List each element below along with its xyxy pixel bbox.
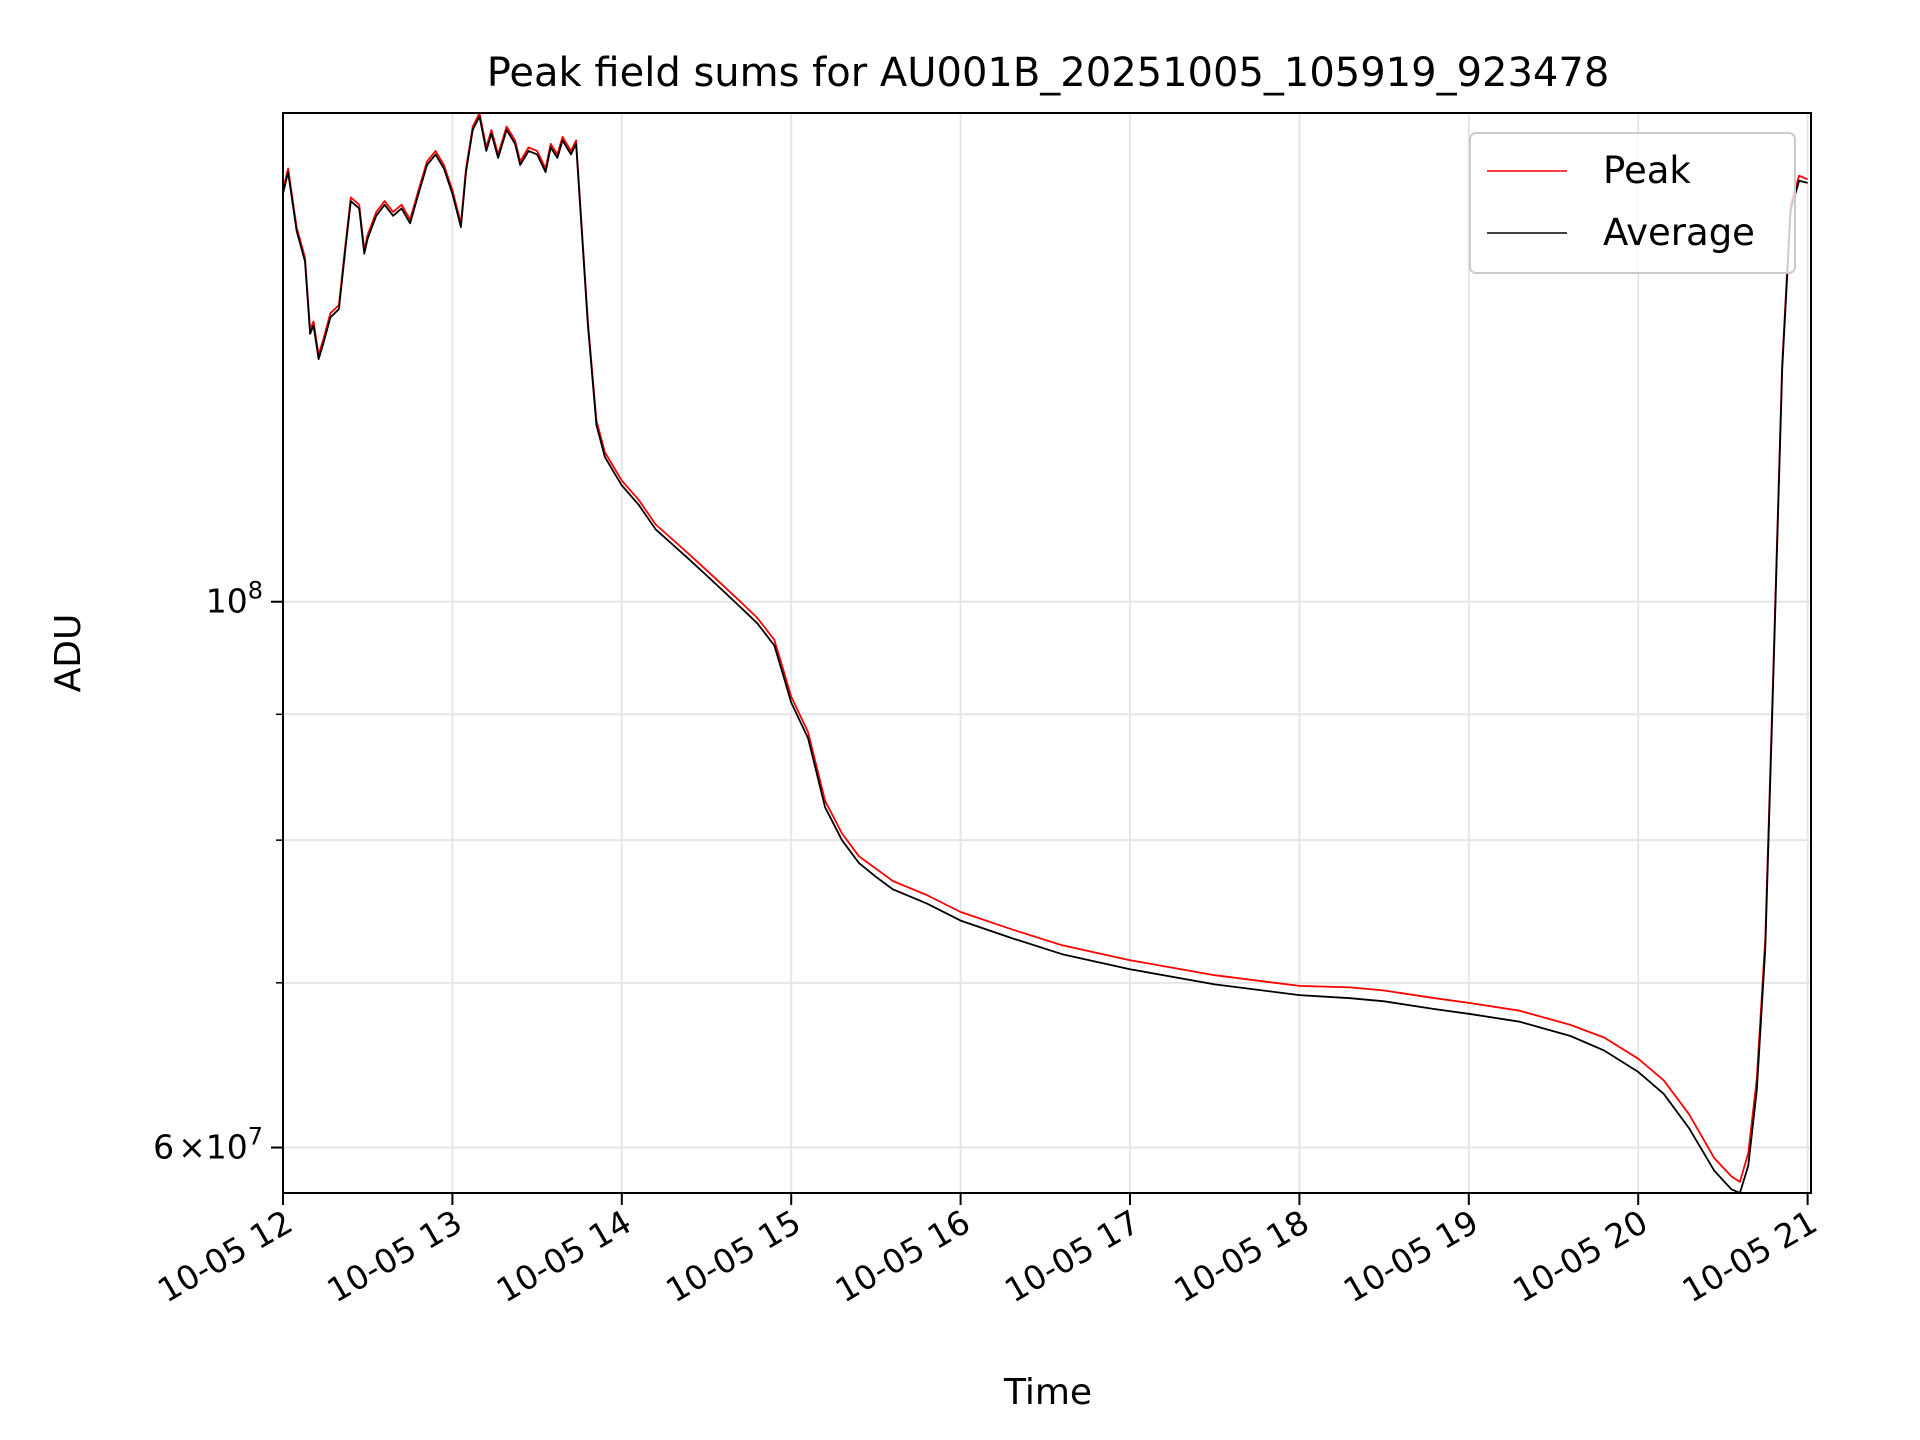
legend: Peak Average	[1469, 132, 1796, 274]
legend-label-average: Average	[1603, 211, 1755, 254]
y-tick-label-mantissa: 6	[153, 1128, 174, 1167]
series-group	[282, 112, 1808, 1194]
series-line-peak	[282, 112, 1808, 1183]
y-tick-label-base: 10	[206, 582, 248, 621]
grid	[282, 113, 1811, 1193]
y-tick-label-exponent: 8	[248, 577, 263, 605]
y-tick-label-exponent: 7	[248, 1123, 263, 1151]
y-tick-label: 6 ×107	[153, 1123, 263, 1167]
plot-area	[283, 113, 1811, 1193]
chart-title: Peak field sums for AU001B_20251005_1059…	[487, 50, 1610, 96]
legend-label-peak: Peak	[1603, 149, 1691, 192]
y-tick-label: 108	[206, 577, 263, 621]
y-axis-label: ADU	[48, 614, 89, 693]
y-tick-label-base: 10	[206, 1128, 248, 1167]
y-tick-label-times: ×	[178, 1128, 206, 1167]
plot-background	[283, 113, 1811, 1193]
legend-box	[1469, 132, 1796, 274]
x-axis-label: Time	[1003, 1372, 1092, 1413]
plot-frame	[282, 112, 1812, 1194]
series-line-average	[282, 115, 1808, 1194]
